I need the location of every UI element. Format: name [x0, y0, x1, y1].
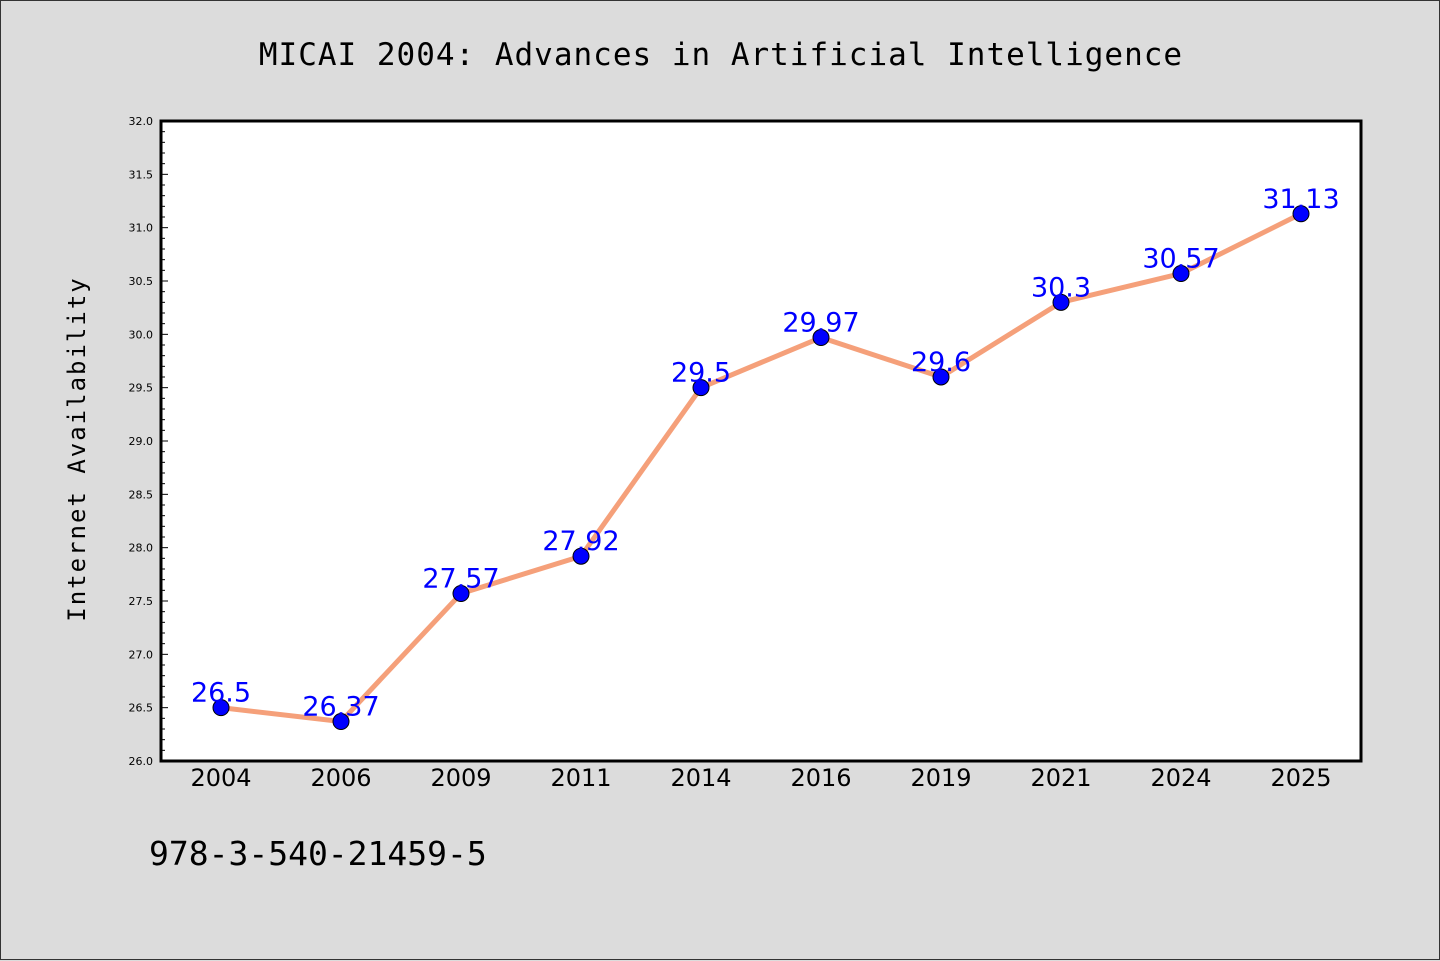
- y-tick-label: 31.0: [129, 222, 154, 235]
- data-label: 26.5: [191, 678, 251, 709]
- y-axis-label: Internet Availability: [63, 276, 91, 621]
- data-label: 29.5: [671, 358, 731, 389]
- data-label: 31.13: [1262, 184, 1339, 215]
- x-tick-label: 2011: [550, 764, 611, 792]
- data-point: [452, 585, 470, 603]
- data-point: [932, 368, 950, 386]
- y-tick-label: 32.0: [129, 115, 154, 128]
- data-label: 30.3: [1031, 272, 1091, 303]
- y-tick-label: 26.0: [129, 755, 154, 768]
- x-tick-label: 2016: [790, 764, 851, 792]
- data-point: [692, 379, 710, 397]
- y-tick-label: 26.5: [129, 702, 154, 715]
- x-tick-label: 2009: [430, 764, 491, 792]
- x-tick-label: 2014: [670, 764, 731, 792]
- x-tick-label: 2024: [1150, 764, 1211, 792]
- x-tick-label: 2006: [310, 764, 371, 792]
- data-markers: [212, 205, 1310, 731]
- data-point: [572, 547, 590, 565]
- y-axis-ticks: 26.0 26.5 27.0 27.5 28.0 28.5 29.0 29.5 30.0 30.5…: [129, 115, 168, 768]
- chart-title: MICAI 2004: Advances in Artificial Intel…: [259, 37, 1183, 73]
- y-tick-label: 30.5: [129, 275, 154, 288]
- x-axis-ticks: 2004 2006 2009 2011 2014 2016 2019 2021 2024 2025: [190, 764, 1331, 792]
- x-tick-label: 2004: [190, 764, 251, 792]
- data-point: [1292, 205, 1310, 223]
- data-point: [1052, 293, 1070, 311]
- data-point: [332, 713, 350, 731]
- plot-area: [159, 119, 1363, 763]
- data-point: [812, 329, 830, 347]
- data-label: 30.57: [1142, 244, 1219, 275]
- x-tick-label: 2025: [1270, 764, 1331, 792]
- y-tick-label: 27.0: [129, 648, 154, 661]
- data-label: 29.6: [911, 347, 971, 378]
- y-tick-label: 28.5: [129, 488, 154, 501]
- data-labels: 26.5 26.37 27.57 27.92 29.5 29.97 29.6 30.3 30.5…: [191, 184, 1340, 723]
- data-point: [212, 699, 230, 717]
- series-line: [218, 211, 1304, 725]
- y-tick-label: 29.0: [129, 435, 154, 448]
- y-tick-label: 28.0: [129, 542, 154, 555]
- y-tick-label: 27.5: [129, 595, 154, 608]
- data-label: 29.97: [782, 308, 859, 339]
- data-point: [1172, 265, 1190, 283]
- data-label: 26.37: [302, 692, 379, 723]
- x-tick-label: 2019: [910, 764, 971, 792]
- isbn-footnote: 978-3-540-21459-5: [149, 834, 487, 873]
- y-tick-label: 29.5: [129, 382, 154, 395]
- x-tick-label: 2021: [1030, 764, 1091, 792]
- y-tick-label: 30.0: [129, 328, 154, 341]
- data-label: 27.92: [542, 526, 619, 557]
- data-label: 27.57: [422, 564, 499, 595]
- y-tick-label: 31.5: [129, 168, 154, 181]
